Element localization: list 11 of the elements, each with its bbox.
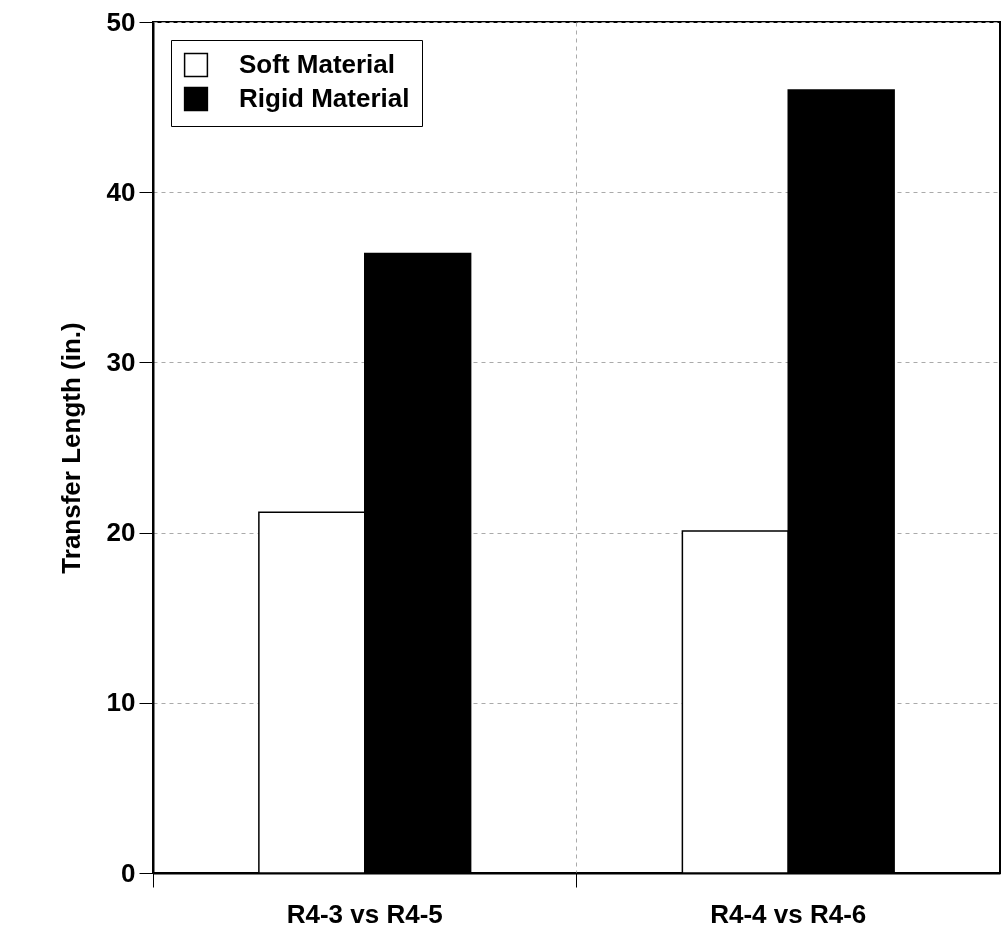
y-tick-label: 50 bbox=[106, 6, 136, 37]
y-tick-label: 0 bbox=[121, 857, 136, 888]
x-tick-label: R4-4 vs R4-6 bbox=[710, 898, 867, 928]
y-tick-label: 10 bbox=[106, 687, 136, 718]
legend-label: Rigid Material bbox=[239, 83, 410, 113]
y-tick-label: 30 bbox=[106, 346, 136, 377]
y-axis-title: Transfer Length (in.) bbox=[55, 322, 86, 574]
y-tick-label: 20 bbox=[106, 517, 136, 548]
y-tick-label: 40 bbox=[106, 176, 136, 207]
x-tick-label: R4-3 vs R4-5 bbox=[286, 898, 443, 928]
legend-label: Soft Material bbox=[239, 49, 396, 79]
